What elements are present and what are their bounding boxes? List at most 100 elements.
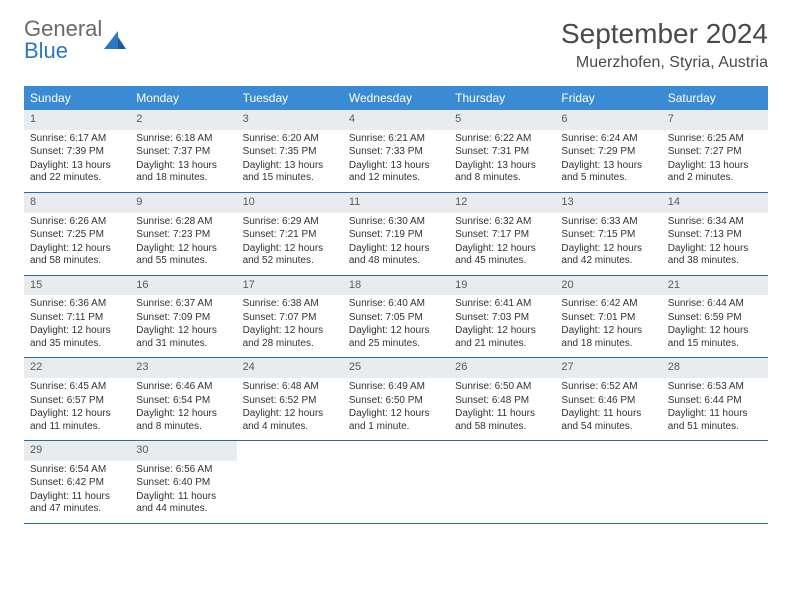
daylight-text: Daylight: 12 hours and 15 minutes.	[668, 325, 762, 350]
sunrise-text: Sunrise: 6:49 AM	[349, 381, 443, 394]
day-body: Sunrise: 6:38 AMSunset: 7:07 PMDaylight:…	[237, 295, 343, 357]
day-number: 11	[343, 193, 449, 213]
day-number: 13	[555, 193, 661, 213]
sunset-text: Sunset: 7:15 PM	[561, 229, 655, 242]
sunset-text: Sunset: 6:42 PM	[30, 477, 124, 490]
day-number: 5	[449, 110, 555, 130]
sunrise-text: Sunrise: 6:36 AM	[30, 298, 124, 311]
sunrise-text: Sunrise: 6:28 AM	[136, 216, 230, 229]
daylight-text: Daylight: 13 hours and 2 minutes.	[668, 160, 762, 185]
daylight-text: Daylight: 12 hours and 11 minutes.	[30, 408, 124, 433]
sunset-text: Sunset: 7:27 PM	[668, 146, 762, 159]
day-cell: 26Sunrise: 6:50 AMSunset: 6:48 PMDayligh…	[449, 358, 555, 440]
day-number: 7	[662, 110, 768, 130]
daylight-text: Daylight: 13 hours and 15 minutes.	[243, 160, 337, 185]
day-body: Sunrise: 6:32 AMSunset: 7:17 PMDaylight:…	[449, 213, 555, 275]
day-cell: 17Sunrise: 6:38 AMSunset: 7:07 PMDayligh…	[237, 276, 343, 358]
day-number: 24	[237, 358, 343, 378]
day-cell: 12Sunrise: 6:32 AMSunset: 7:17 PMDayligh…	[449, 193, 555, 275]
week-row: 29Sunrise: 6:54 AMSunset: 6:42 PMDayligh…	[24, 441, 768, 524]
day-number: 22	[24, 358, 130, 378]
day-number: 10	[237, 193, 343, 213]
day-body: Sunrise: 6:52 AMSunset: 6:46 PMDaylight:…	[555, 378, 661, 440]
daylight-text: Daylight: 11 hours and 58 minutes.	[455, 408, 549, 433]
sunset-text: Sunset: 7:09 PM	[136, 312, 230, 325]
day-number: 8	[24, 193, 130, 213]
day-number: 15	[24, 276, 130, 296]
day-number: 4	[343, 110, 449, 130]
sunrise-text: Sunrise: 6:25 AM	[668, 133, 762, 146]
day-cell: 10Sunrise: 6:29 AMSunset: 7:21 PMDayligh…	[237, 193, 343, 275]
daylight-text: Daylight: 12 hours and 1 minute.	[349, 408, 443, 433]
sunset-text: Sunset: 7:17 PM	[455, 229, 549, 242]
day-body: Sunrise: 6:54 AMSunset: 6:42 PMDaylight:…	[24, 461, 130, 523]
daylight-text: Daylight: 12 hours and 25 minutes.	[349, 325, 443, 350]
day-body: Sunrise: 6:44 AMSunset: 6:59 PMDaylight:…	[662, 295, 768, 357]
sunset-text: Sunset: 7:21 PM	[243, 229, 337, 242]
day-number: 9	[130, 193, 236, 213]
daylight-text: Daylight: 11 hours and 47 minutes.	[30, 491, 124, 516]
day-number: 29	[24, 441, 130, 461]
week-row: 22Sunrise: 6:45 AMSunset: 6:57 PMDayligh…	[24, 358, 768, 441]
header: General Blue September 2024 Muerzhofen, …	[24, 18, 768, 72]
month-title: September 2024	[561, 18, 768, 50]
daylight-text: Daylight: 11 hours and 54 minutes.	[561, 408, 655, 433]
sunrise-text: Sunrise: 6:40 AM	[349, 298, 443, 311]
day-header: Friday	[555, 86, 661, 110]
sunrise-text: Sunrise: 6:56 AM	[136, 464, 230, 477]
day-cell: 3Sunrise: 6:20 AMSunset: 7:35 PMDaylight…	[237, 110, 343, 192]
day-number: 27	[555, 358, 661, 378]
sunset-text: Sunset: 7:37 PM	[136, 146, 230, 159]
daylight-text: Daylight: 13 hours and 12 minutes.	[349, 160, 443, 185]
day-cell: 19Sunrise: 6:41 AMSunset: 7:03 PMDayligh…	[449, 276, 555, 358]
sunrise-text: Sunrise: 6:17 AM	[30, 133, 124, 146]
day-body: Sunrise: 6:40 AMSunset: 7:05 PMDaylight:…	[343, 295, 449, 357]
day-header: Saturday	[662, 86, 768, 110]
day-body: Sunrise: 6:25 AMSunset: 7:27 PMDaylight:…	[662, 130, 768, 192]
sunrise-text: Sunrise: 6:44 AM	[668, 298, 762, 311]
sunset-text: Sunset: 7:07 PM	[243, 312, 337, 325]
day-cell: 14Sunrise: 6:34 AMSunset: 7:13 PMDayligh…	[662, 193, 768, 275]
day-header: Tuesday	[237, 86, 343, 110]
day-cell: 9Sunrise: 6:28 AMSunset: 7:23 PMDaylight…	[130, 193, 236, 275]
day-cell: 24Sunrise: 6:48 AMSunset: 6:52 PMDayligh…	[237, 358, 343, 440]
daylight-text: Daylight: 12 hours and 52 minutes.	[243, 243, 337, 268]
sunset-text: Sunset: 7:33 PM	[349, 146, 443, 159]
daylight-text: Daylight: 11 hours and 51 minutes.	[668, 408, 762, 433]
day-number: 19	[449, 276, 555, 296]
sunrise-text: Sunrise: 6:22 AM	[455, 133, 549, 146]
sunset-text: Sunset: 6:52 PM	[243, 395, 337, 408]
week-row: 1Sunrise: 6:17 AMSunset: 7:39 PMDaylight…	[24, 110, 768, 193]
day-cell: 29Sunrise: 6:54 AMSunset: 6:42 PMDayligh…	[24, 441, 130, 523]
day-cell: 20Sunrise: 6:42 AMSunset: 7:01 PMDayligh…	[555, 276, 661, 358]
day-cell: 5Sunrise: 6:22 AMSunset: 7:31 PMDaylight…	[449, 110, 555, 192]
day-header: Thursday	[449, 86, 555, 110]
day-cell: 1Sunrise: 6:17 AMSunset: 7:39 PMDaylight…	[24, 110, 130, 192]
day-cell: 22Sunrise: 6:45 AMSunset: 6:57 PMDayligh…	[24, 358, 130, 440]
logo-text-blue: Blue	[24, 38, 68, 63]
sunset-text: Sunset: 7:19 PM	[349, 229, 443, 242]
logo-triangle-icon	[104, 31, 126, 49]
sunrise-text: Sunrise: 6:54 AM	[30, 464, 124, 477]
day-body: Sunrise: 6:20 AMSunset: 7:35 PMDaylight:…	[237, 130, 343, 192]
daylight-text: Daylight: 12 hours and 31 minutes.	[136, 325, 230, 350]
daylight-text: Daylight: 13 hours and 18 minutes.	[136, 160, 230, 185]
sunset-text: Sunset: 7:01 PM	[561, 312, 655, 325]
day-cell: 8Sunrise: 6:26 AMSunset: 7:25 PMDaylight…	[24, 193, 130, 275]
empty-cell	[449, 441, 555, 523]
daylight-text: Daylight: 12 hours and 38 minutes.	[668, 243, 762, 268]
weeks-container: 1Sunrise: 6:17 AMSunset: 7:39 PMDaylight…	[24, 110, 768, 524]
day-body: Sunrise: 6:37 AMSunset: 7:09 PMDaylight:…	[130, 295, 236, 357]
day-number: 2	[130, 110, 236, 130]
sunrise-text: Sunrise: 6:32 AM	[455, 216, 549, 229]
day-cell: 18Sunrise: 6:40 AMSunset: 7:05 PMDayligh…	[343, 276, 449, 358]
week-row: 8Sunrise: 6:26 AMSunset: 7:25 PMDaylight…	[24, 193, 768, 276]
day-body: Sunrise: 6:49 AMSunset: 6:50 PMDaylight:…	[343, 378, 449, 440]
day-header-row: Sunday Monday Tuesday Wednesday Thursday…	[24, 86, 768, 110]
sunset-text: Sunset: 7:05 PM	[349, 312, 443, 325]
daylight-text: Daylight: 12 hours and 28 minutes.	[243, 325, 337, 350]
daylight-text: Daylight: 12 hours and 45 minutes.	[455, 243, 549, 268]
sunset-text: Sunset: 7:25 PM	[30, 229, 124, 242]
day-number: 26	[449, 358, 555, 378]
sunrise-text: Sunrise: 6:34 AM	[668, 216, 762, 229]
